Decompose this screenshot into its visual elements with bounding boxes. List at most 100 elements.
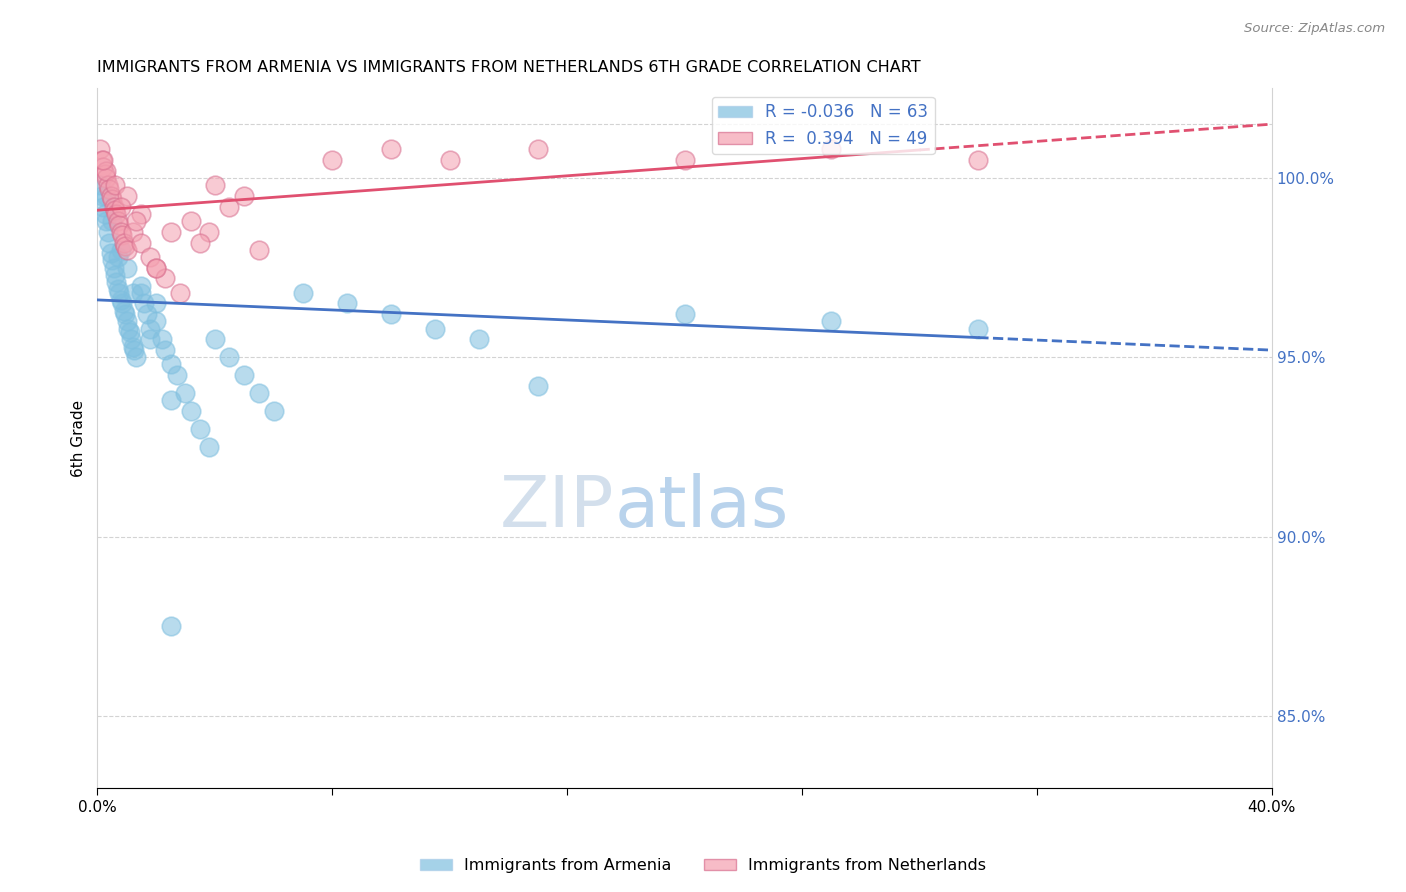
- Point: [114, 239, 136, 253]
- Point: [121, 225, 143, 239]
- Point: [93, 207, 115, 221]
- Point: [91, 200, 114, 214]
- Point: [820, 142, 842, 156]
- Point: [218, 351, 240, 365]
- Point: [145, 260, 167, 275]
- Point: [124, 351, 146, 365]
- Point: [104, 178, 127, 193]
- Point: [89, 178, 111, 193]
- Point: [115, 189, 138, 203]
- Point: [139, 250, 162, 264]
- Point: [247, 243, 270, 257]
- Point: [247, 386, 270, 401]
- Point: [111, 296, 134, 310]
- Point: [107, 214, 129, 228]
- Point: [114, 307, 136, 321]
- Point: [110, 293, 132, 307]
- Point: [134, 296, 156, 310]
- Point: [108, 218, 131, 232]
- Point: [98, 182, 121, 196]
- Point: [131, 278, 153, 293]
- Point: [131, 285, 153, 300]
- Point: [112, 235, 135, 250]
- Point: [204, 178, 226, 193]
- Point: [139, 332, 162, 346]
- Legend: Immigrants from Armenia, Immigrants from Netherlands: Immigrants from Armenia, Immigrants from…: [413, 852, 993, 880]
- Text: ZIP: ZIP: [499, 474, 614, 542]
- Point: [820, 314, 842, 328]
- Point: [131, 207, 153, 221]
- Point: [93, 167, 115, 181]
- Point: [159, 225, 181, 239]
- Point: [110, 243, 132, 257]
- Point: [97, 178, 120, 193]
- Point: [107, 250, 129, 264]
- Point: [291, 285, 314, 300]
- Text: atlas: atlas: [614, 474, 789, 542]
- Point: [159, 393, 181, 408]
- Point: [321, 153, 343, 167]
- Point: [115, 260, 138, 275]
- Point: [104, 268, 127, 282]
- Point: [180, 214, 202, 228]
- Point: [91, 153, 114, 167]
- Point: [198, 225, 221, 239]
- Point: [204, 332, 226, 346]
- Point: [233, 189, 256, 203]
- Point: [263, 404, 285, 418]
- Point: [90, 153, 112, 167]
- Point: [166, 368, 188, 383]
- Text: Source: ZipAtlas.com: Source: ZipAtlas.com: [1244, 22, 1385, 36]
- Point: [139, 321, 162, 335]
- Point: [468, 332, 491, 346]
- Point: [145, 296, 167, 310]
- Legend: R = -0.036   N = 63, R =  0.394   N = 49: R = -0.036 N = 63, R = 0.394 N = 49: [711, 96, 935, 154]
- Point: [89, 142, 111, 156]
- Point: [112, 303, 135, 318]
- Point: [145, 314, 167, 328]
- Point: [103, 260, 125, 275]
- Point: [150, 332, 173, 346]
- Point: [101, 193, 124, 207]
- Point: [96, 163, 118, 178]
- Point: [96, 189, 118, 203]
- Point: [188, 422, 211, 436]
- Point: [91, 160, 114, 174]
- Point: [120, 332, 142, 346]
- Point: [198, 440, 221, 454]
- Point: [100, 189, 122, 203]
- Point: [96, 214, 118, 228]
- Point: [218, 200, 240, 214]
- Point: [121, 339, 143, 353]
- Point: [380, 307, 402, 321]
- Point: [673, 153, 696, 167]
- Point: [174, 386, 197, 401]
- Point: [967, 153, 990, 167]
- Point: [423, 321, 446, 335]
- Point: [439, 153, 461, 167]
- Text: IMMIGRANTS FROM ARMENIA VS IMMIGRANTS FROM NETHERLANDS 6TH GRADE CORRELATION CHA: IMMIGRANTS FROM ARMENIA VS IMMIGRANTS FR…: [97, 60, 921, 75]
- Point: [118, 325, 141, 339]
- Point: [967, 321, 990, 335]
- Point: [101, 214, 124, 228]
- Point: [110, 225, 132, 239]
- Point: [96, 170, 118, 185]
- Point: [159, 358, 181, 372]
- Point: [159, 619, 181, 633]
- Point: [101, 253, 124, 268]
- Point: [153, 343, 176, 358]
- Point: [115, 314, 138, 328]
- Point: [180, 404, 202, 418]
- Point: [527, 379, 550, 393]
- Point: [136, 307, 159, 321]
- Point: [131, 235, 153, 250]
- Point: [115, 243, 138, 257]
- Point: [110, 200, 132, 214]
- Point: [104, 203, 127, 218]
- Point: [233, 368, 256, 383]
- Point: [105, 207, 128, 221]
- Point: [107, 282, 129, 296]
- Point: [380, 142, 402, 156]
- Point: [336, 296, 359, 310]
- Point: [145, 260, 167, 275]
